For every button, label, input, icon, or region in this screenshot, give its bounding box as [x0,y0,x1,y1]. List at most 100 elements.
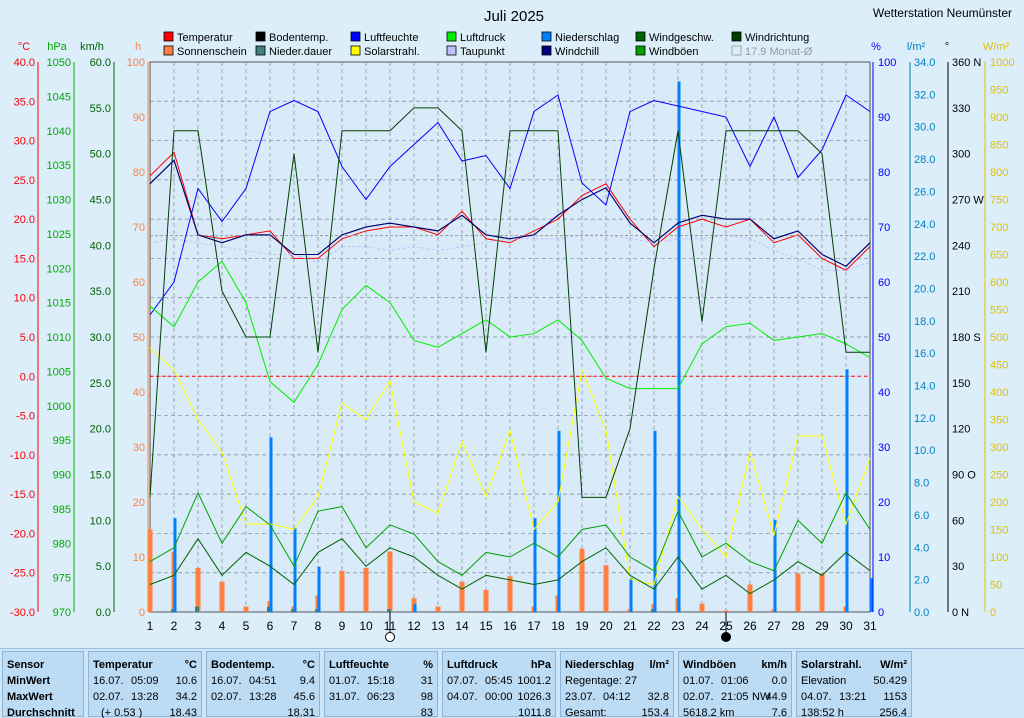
axis-tick-hours: 50 [133,332,145,344]
axis-tick-rain: 2.0 [914,575,929,587]
legend-label: Nieder.dauer [269,46,332,58]
temp-min-time: 05:09 [131,675,159,687]
temperature-unit: °C [184,659,197,671]
max-label: MaxWert [7,691,53,703]
bar-sonnenschein-25 [723,610,729,612]
legend-swatch [350,31,361,42]
press-max-value: 1026.3 [517,691,551,703]
x-tick-label: 17 [527,619,541,633]
press-max-time: 00:00 [485,691,513,703]
axis-tick-humid: 70 [878,222,890,234]
x-tick-label: 23 [671,619,685,633]
line-taupunkt [149,234,871,271]
bar-niederschlag-2 [173,518,177,612]
line-windrichtung [149,107,870,498]
legend-label: Windböen [649,46,699,58]
axis-tick-rain: 16.0 [914,348,935,360]
press-min-date: 07.07. [447,675,478,687]
temp-max-date: 02.07. [93,691,124,703]
axis-tick-temp: 10.0 [14,293,35,305]
legend-swatch [446,45,457,56]
rain-max-date: 23.07. [565,691,596,703]
axis-tick-rain: 4.0 [914,542,929,554]
axis-tick-dir: 60 [952,515,964,527]
soil-min-time: 04:51 [249,675,277,687]
x-tick-label: 7 [291,619,298,633]
axis-tick-solar: 400 [990,387,1008,399]
axis-tick-rain: 6.0 [914,510,929,522]
axis-tick-dir: 120 [952,424,970,436]
axis-tick-temp: 15.0 [14,253,35,265]
axis-tick-wind: 5.0 [96,561,111,573]
solar-elevation-label: Elevation [801,675,847,687]
axis-tick-humid: 0 [878,607,884,619]
axis-tick-hours: 30 [133,442,145,454]
temp-min-date: 16.07. [93,675,124,687]
bar-niederdauer-3 [195,606,199,612]
rain-total-label: Gesamt: [565,707,607,718]
legend-label: Solarstrahl. [364,46,420,58]
axis-tick-hours: 60 [133,277,145,289]
legend-label: Windchill [555,46,599,58]
axis-tick-rain: 28.0 [914,154,935,166]
press-max-date: 04.07. [447,691,478,703]
new-moon-icon [721,632,731,642]
bar-sonnenschein-15 [483,590,489,612]
x-tick-label: 10 [359,619,373,633]
axis-tick-temp: 30.0 [14,136,35,148]
axis-tick-rain: 32.0 [914,89,935,101]
axis-tick-temp: 25.0 [14,175,35,187]
weather-chart: 40.035.030.025.020.015.010.05.00.0-5.0-1… [9,6,1015,642]
bar-sonnenschein-14 [459,581,465,612]
x-tick-label: 5 [243,619,250,633]
axis-tick-dir: 150 [952,378,970,390]
axis-tick-press: 1025 [47,229,71,241]
axis-tick-wind: 35.0 [90,286,111,298]
axis-tick-rain: 8.0 [914,478,929,490]
stats-labels: Sensor MinWert MaxWert Durchschnitt [2,651,84,718]
axis-unit-wind: km/h [80,41,104,53]
gusts-title: Windböen [683,659,737,671]
axis-tick-solar: 450 [990,360,1008,372]
axis-tick-hours: 0 [139,607,145,619]
axis-tick-solar: 50 [990,580,1002,592]
axis-tick-rain: 20.0 [914,283,935,295]
legend-swatch [635,31,646,42]
axis-tick-humid: 80 [878,167,890,179]
axis-tick-solar: 500 [990,332,1008,344]
gusts-unit: km/h [761,659,787,671]
bar-niederdauer-8 [315,609,319,612]
legend-swatch [163,45,174,56]
legend-swatch [731,45,742,56]
x-tick-label: 24 [695,619,709,633]
chart-title: Juli 2025 [484,8,544,25]
solar-max-value: 1153 [883,691,907,703]
axis-tick-rain: 12.0 [914,413,935,425]
x-tick-label: 19 [575,619,589,633]
bar-sonnenschein-20 [603,565,609,612]
bar-sonnenschein-1 [147,529,153,612]
axis-tick-dir: 300 [952,149,970,161]
axis-tick-temp: -10.0 [10,450,35,462]
axis-tick-rain: 34.0 [914,57,935,69]
gust-max-time: 21:05 [721,691,749,703]
x-tick-label: 21 [623,619,637,633]
x-tick-label: 15 [479,619,493,633]
axis-tick-press: 1020 [47,263,71,275]
humidity-title: Luftfeuchte [329,659,389,671]
soil-max-time: 13:28 [249,691,277,703]
stats-solar: Solarstrahl. W/m² Elevation 50.429 04.07. 1… [796,651,912,718]
gust-min-date: 01.07. [683,675,714,687]
line-series [149,94,871,595]
soil-max-date: 02.07. [211,691,242,703]
axis-tick-solar: 850 [990,140,1008,152]
rain-max-time: 04:12 [603,691,631,703]
axis-tick-press: 1005 [47,366,71,378]
legend-swatch [163,31,174,42]
legend-label: Luftfeuchte [364,32,418,44]
bar-niederschlag-22 [653,430,657,612]
x-tick-label: 9 [339,619,346,633]
x-tick-label: 26 [743,619,757,633]
station-name: Wetterstation Neumünster [873,6,1012,20]
x-tick-label: 27 [767,619,781,633]
